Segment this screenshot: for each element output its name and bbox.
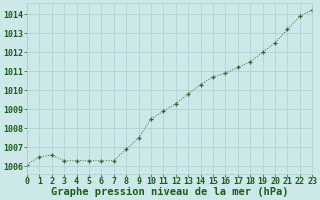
X-axis label: Graphe pression niveau de la mer (hPa): Graphe pression niveau de la mer (hPa) [51,187,288,197]
